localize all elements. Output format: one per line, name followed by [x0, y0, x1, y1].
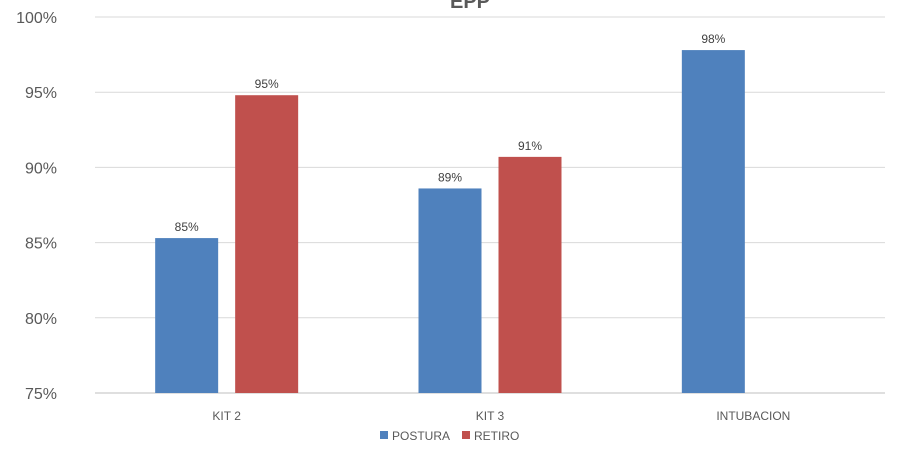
legend-label: POSTURA [392, 429, 450, 443]
x-tick-label: KIT 3 [476, 409, 505, 423]
x-tick-label: INTUBACION [716, 409, 790, 423]
legend-swatch [462, 431, 470, 439]
legend: POSTURA RETIRO [380, 429, 519, 443]
y-tick-label: 80% [25, 311, 57, 328]
bar-retiro-0 [235, 95, 299, 393]
y-tick-label: 90% [25, 160, 57, 177]
bar-retiro-1 [498, 156, 562, 393]
x-axis: KIT 2 KIT 3 INTUBACION [212, 409, 790, 423]
y-tick-label: 100% [16, 10, 57, 27]
y-tick-label: 85% [25, 236, 57, 253]
data-label: 85% [175, 220, 199, 234]
data-label: 89% [438, 170, 462, 184]
y-tick-label: 75% [25, 386, 57, 403]
bar-postura-1 [418, 188, 482, 393]
data-labels: 85% 95% 89% 91% 98% [175, 32, 726, 234]
data-label: 95% [255, 77, 279, 91]
y-tick-label: 95% [25, 85, 57, 102]
x-tick-label: KIT 2 [212, 409, 241, 423]
data-label: 91% [518, 139, 542, 153]
legend-label: RETIRO [474, 429, 519, 443]
bar-postura-2 [681, 50, 745, 393]
bar-postura-0 [155, 238, 219, 393]
legend-swatch [380, 431, 388, 439]
chart-title: EPP [450, 0, 490, 13]
y-axis: 75% 80% 85% 90% 95% 100% [16, 10, 57, 403]
data-label: 98% [701, 32, 725, 46]
bars [155, 50, 745, 393]
grid-layer [95, 16, 885, 394]
